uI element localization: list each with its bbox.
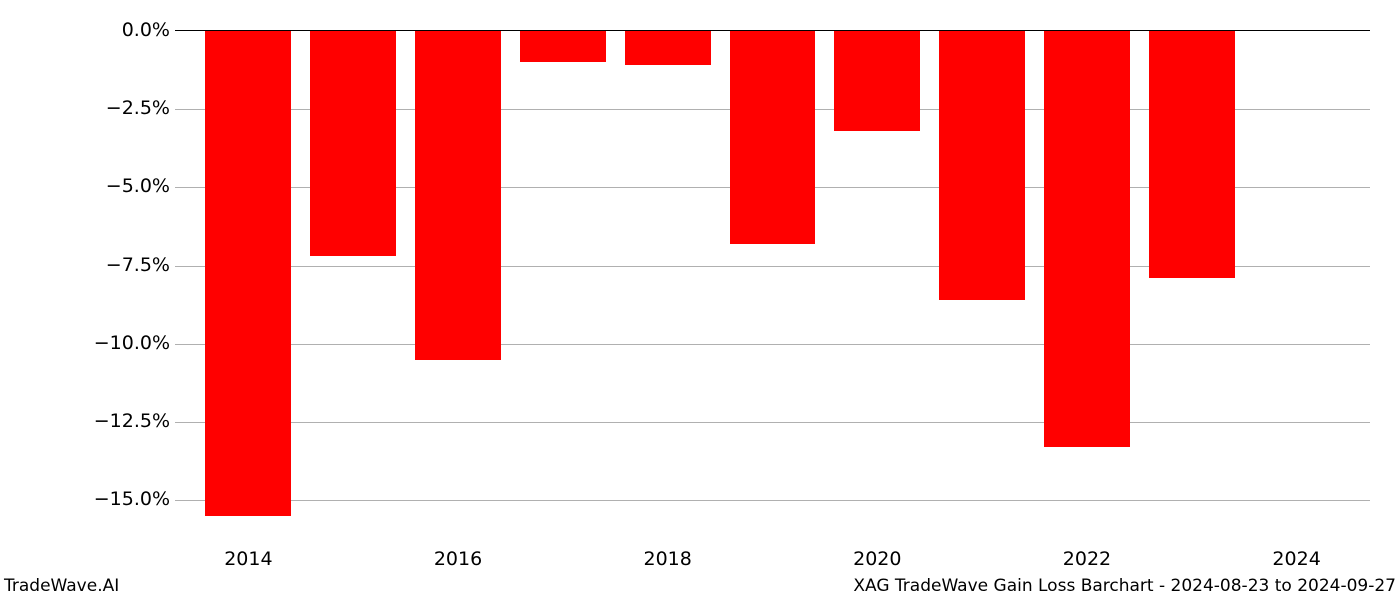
y-tick-label: −12.5%: [94, 410, 170, 432]
bar-2020: [834, 31, 920, 131]
bar-2018: [625, 31, 711, 65]
gridline: [175, 344, 1370, 345]
plot-surface: [175, 30, 1370, 540]
x-tick-label: 2024: [1272, 548, 1320, 570]
y-tick-label: −5.0%: [106, 175, 170, 197]
gridline: [175, 422, 1370, 423]
y-tick-label: −15.0%: [94, 488, 170, 510]
x-tick-label: 2020: [853, 548, 901, 570]
y-tick-label: 0.0%: [122, 19, 170, 41]
bar-2019: [730, 31, 816, 244]
bar-2021: [939, 31, 1025, 300]
y-tick-label: −7.5%: [106, 254, 170, 276]
footer-left-text: TradeWave.AI: [4, 576, 119, 596]
y-tick-label: −10.0%: [94, 332, 170, 354]
x-tick-label: 2018: [643, 548, 691, 570]
chart-plot-area: [175, 30, 1370, 540]
bar-2022: [1044, 31, 1130, 447]
y-tick-label: −2.5%: [106, 97, 170, 119]
bar-2015: [310, 31, 396, 256]
x-tick-label: 2022: [1063, 548, 1111, 570]
gridline: [175, 500, 1370, 501]
bar-2016: [415, 31, 501, 360]
bar-2017: [520, 31, 606, 62]
x-tick-label: 2016: [434, 548, 482, 570]
x-tick-label: 2014: [224, 548, 272, 570]
bar-2023: [1149, 31, 1235, 278]
bar-2014: [205, 31, 291, 516]
footer-right-text: XAG TradeWave Gain Loss Barchart - 2024-…: [853, 576, 1396, 596]
